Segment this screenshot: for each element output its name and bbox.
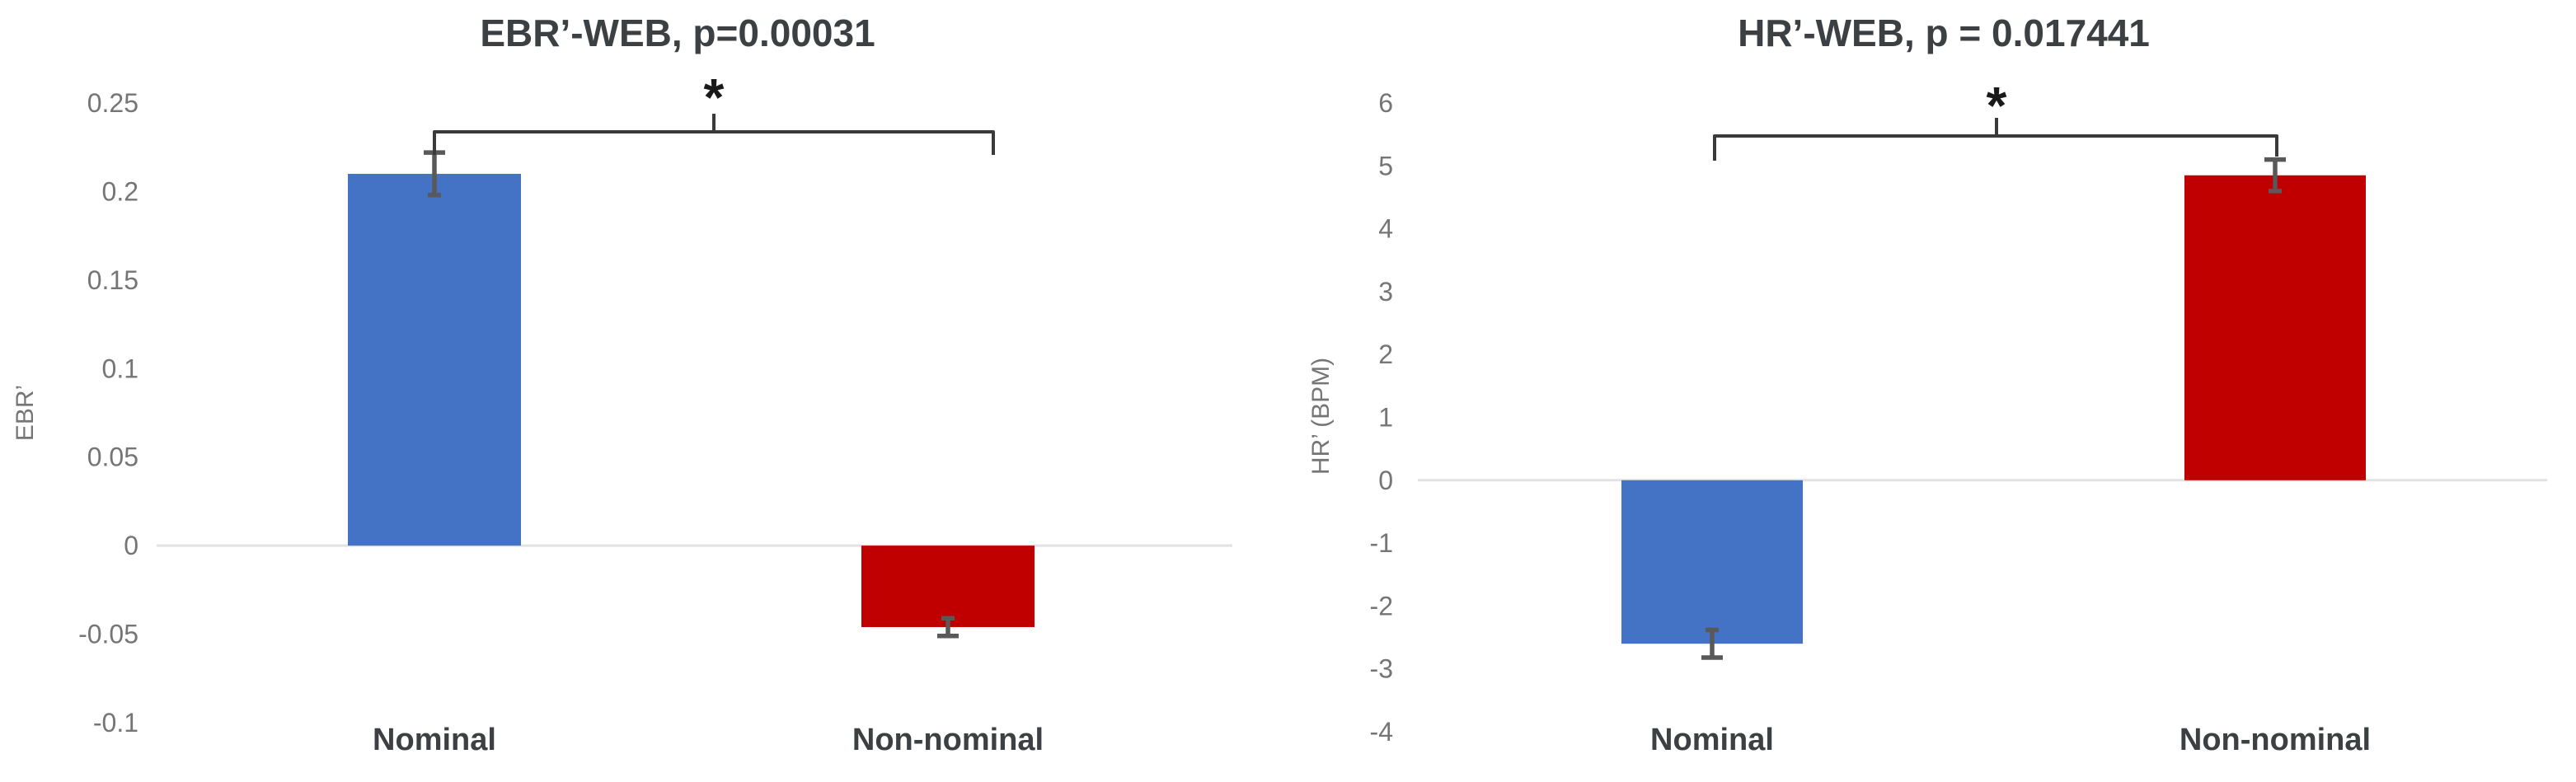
category-label-nominal: Nominal bbox=[373, 723, 496, 757]
y-tick-label: -4 bbox=[1370, 717, 1393, 747]
y-tick-label: 3 bbox=[1378, 277, 1393, 307]
significance-bracket bbox=[433, 114, 995, 155]
bar-non-nominal bbox=[2184, 175, 2366, 480]
y-tick-label: 2 bbox=[1378, 339, 1393, 369]
y-tick-label: -1 bbox=[1370, 528, 1393, 558]
y-tick-label: 4 bbox=[1378, 214, 1393, 244]
y-tick-label: -2 bbox=[1370, 591, 1393, 620]
bar-nominal bbox=[348, 173, 521, 546]
category-label-non-nominal: Non-nominal bbox=[2180, 723, 2371, 757]
ebr-chart: EBR’-WEB, p=0.00031 EBR’ 0.25 0.2 0.15 0.1 0.0… bbox=[12, 12, 1232, 757]
significance-asterisk: * bbox=[704, 68, 725, 127]
y-axis-title: EBR’ bbox=[12, 385, 39, 441]
chart-title: EBR’-WEB, p=0.00031 bbox=[480, 12, 875, 54]
y-tick-label: 5 bbox=[1378, 151, 1393, 180]
y-tick-label: -3 bbox=[1370, 654, 1393, 684]
significance-bracket bbox=[1713, 118, 2278, 161]
error-bar-nominal bbox=[1701, 627, 1723, 660]
y-tick-label: 0.2 bbox=[102, 176, 138, 206]
y-tick-label: 0.1 bbox=[102, 354, 138, 383]
significance-asterisk: * bbox=[1987, 76, 2007, 135]
bar-non-nominal bbox=[861, 546, 1035, 627]
y-axis-title: HR’ (BPM) bbox=[1307, 358, 1335, 475]
y-tick-label: 1 bbox=[1378, 403, 1393, 433]
y-tick-label: 0.15 bbox=[87, 265, 138, 295]
y-tick-label: 0.25 bbox=[87, 88, 138, 118]
y-tick-label: -0.1 bbox=[93, 708, 138, 738]
hr-chart: HR’-WEB, p = 0.017441 HR’ (BPM) 6 5 4 3 2 1 0 -1 -… bbox=[1307, 12, 2547, 757]
bar-nominal bbox=[1621, 480, 1803, 644]
y-tick-label: 0.05 bbox=[87, 443, 138, 472]
category-label-nominal: Nominal bbox=[1650, 723, 1774, 757]
y-tick-label: 6 bbox=[1378, 88, 1393, 118]
y-tick-label: 0 bbox=[1378, 466, 1393, 495]
y-tick-label: -0.05 bbox=[78, 620, 138, 649]
chart-title: HR’-WEB, p = 0.017441 bbox=[1738, 12, 2150, 54]
error-bar-non-nominal bbox=[2264, 157, 2286, 194]
error-bar-non-nominal bbox=[937, 616, 959, 639]
y-tick-label: 0 bbox=[124, 531, 138, 560]
category-label-non-nominal: Non-nominal bbox=[852, 723, 1044, 757]
